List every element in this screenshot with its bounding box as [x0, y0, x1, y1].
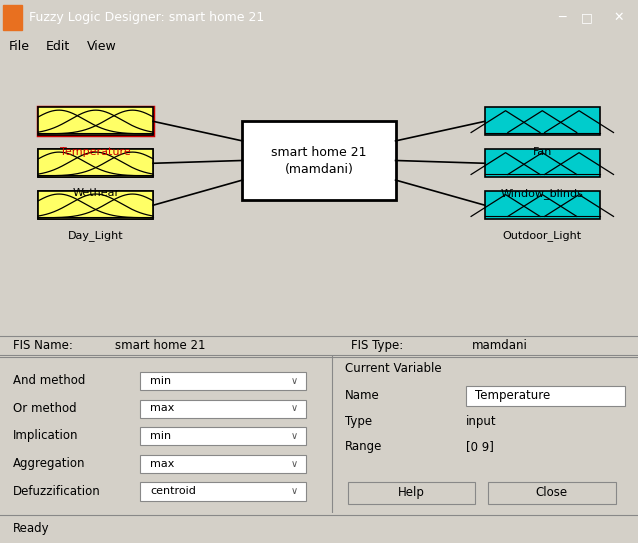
Text: FIS Name:: FIS Name: [13, 339, 73, 352]
Text: ∨: ∨ [290, 376, 297, 386]
FancyBboxPatch shape [348, 482, 475, 504]
Text: Window_blinds: Window_blinds [501, 188, 584, 199]
Text: Defuzzification: Defuzzification [13, 484, 101, 497]
Text: Ready: Ready [13, 522, 49, 534]
FancyBboxPatch shape [485, 149, 600, 177]
Text: Fuzzy Logic Designer: smart home 21: Fuzzy Logic Designer: smart home 21 [29, 11, 264, 24]
FancyBboxPatch shape [38, 108, 153, 135]
Text: Day_Light: Day_Light [68, 230, 124, 241]
FancyBboxPatch shape [38, 149, 153, 177]
FancyBboxPatch shape [488, 482, 616, 504]
FancyBboxPatch shape [140, 427, 306, 445]
Text: centroid: centroid [150, 486, 196, 496]
Text: min: min [150, 431, 171, 441]
FancyBboxPatch shape [140, 372, 306, 390]
Text: Fan: Fan [533, 147, 552, 156]
Text: smart home 21: smart home 21 [271, 146, 367, 159]
Text: Edit: Edit [45, 40, 70, 53]
FancyBboxPatch shape [466, 386, 625, 406]
Text: Range: Range [345, 440, 382, 453]
Text: ∨: ∨ [290, 486, 297, 496]
FancyBboxPatch shape [140, 455, 306, 473]
Text: Outdoor_Light: Outdoor_Light [503, 230, 582, 241]
Text: Temperature: Temperature [61, 147, 131, 156]
Bar [3, 5, 22, 30]
Text: Close: Close [536, 486, 568, 499]
Text: Wethear: Wethear [72, 188, 119, 198]
Text: Temperature: Temperature [475, 389, 551, 401]
FancyBboxPatch shape [38, 108, 153, 135]
Text: (mamdani): (mamdani) [285, 163, 353, 176]
Text: FIS Type:: FIS Type: [351, 339, 403, 352]
Text: ✕: ✕ [614, 11, 624, 24]
FancyBboxPatch shape [242, 121, 396, 200]
Text: ∨: ∨ [290, 403, 297, 413]
Text: ─: ─ [558, 11, 565, 24]
Text: min: min [150, 376, 171, 386]
FancyBboxPatch shape [140, 400, 306, 418]
Text: Current Variable: Current Variable [345, 362, 441, 375]
Text: max: max [150, 458, 174, 469]
Text: smart home 21: smart home 21 [115, 339, 205, 352]
Text: View: View [87, 40, 117, 53]
Text: Name: Name [345, 389, 379, 401]
Text: Aggregation: Aggregation [13, 457, 85, 470]
Text: And method: And method [13, 374, 85, 387]
FancyBboxPatch shape [38, 149, 153, 177]
Text: mamdani: mamdani [472, 339, 528, 352]
FancyBboxPatch shape [38, 191, 153, 219]
Text: max: max [150, 403, 174, 413]
FancyBboxPatch shape [140, 482, 306, 501]
Text: [0 9]: [0 9] [466, 440, 494, 453]
Text: ∨: ∨ [290, 458, 297, 469]
Text: File: File [9, 40, 29, 53]
Text: input: input [466, 415, 496, 428]
Text: □: □ [581, 11, 593, 24]
Text: ∨: ∨ [290, 431, 297, 441]
FancyBboxPatch shape [485, 191, 600, 219]
Text: Type: Type [345, 415, 372, 428]
Text: Or method: Or method [13, 402, 77, 415]
Text: Help: Help [398, 486, 425, 499]
Text: Implication: Implication [13, 430, 78, 443]
FancyBboxPatch shape [485, 108, 600, 135]
FancyBboxPatch shape [38, 191, 153, 219]
